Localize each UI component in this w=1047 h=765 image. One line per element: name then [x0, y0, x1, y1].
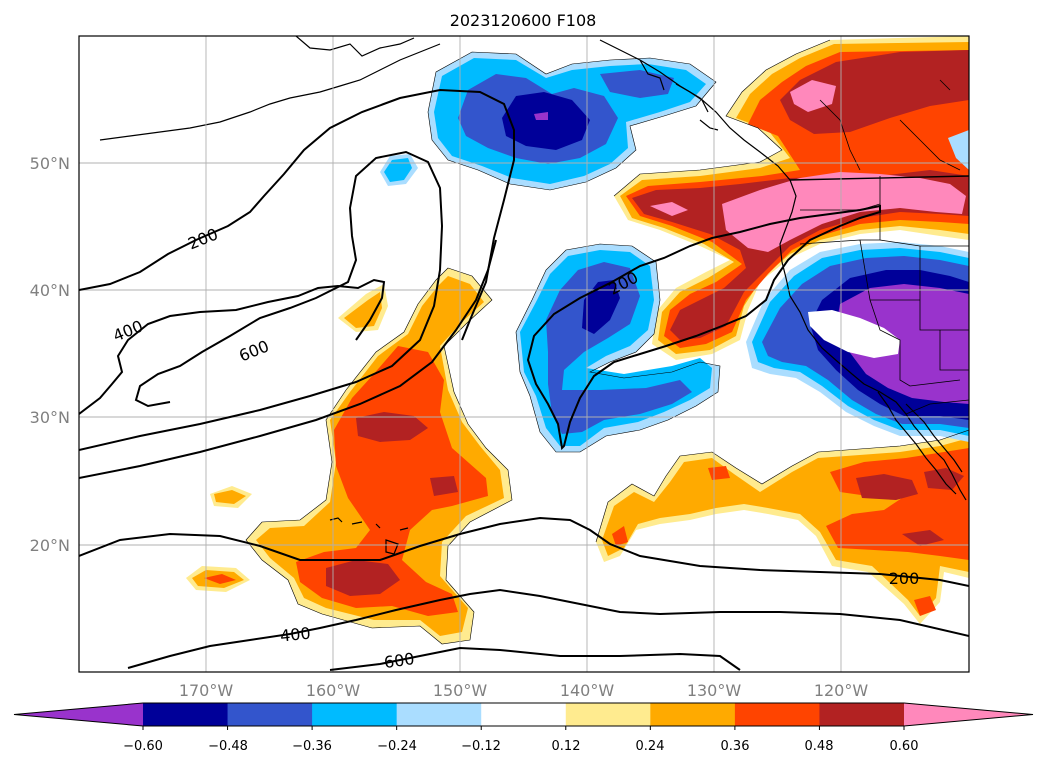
lat-tick: 40°N	[30, 281, 70, 300]
colorbar-tick: 0.48	[805, 739, 834, 754]
lon-tick: 150°W	[433, 681, 488, 700]
colorbar-swatch	[734, 703, 820, 726]
contour-600-outer	[79, 239, 497, 479]
contour-400	[79, 278, 386, 415]
positive-anomaly-shading	[186, 36, 969, 644]
aleutian-islands	[99, 43, 441, 141]
colorbar-extend-max	[904, 703, 1033, 726]
colorbar-swatch	[565, 703, 651, 726]
colorbar-swatch	[819, 703, 905, 726]
colorbar-tick: 0.36	[721, 739, 750, 754]
lon-tick: 160°W	[306, 681, 361, 700]
gulf-alaska-negative-core	[502, 92, 590, 150]
colorbar-swatch	[227, 703, 313, 726]
us-canada-border	[789, 175, 969, 181]
lon-tick: 120°W	[814, 681, 869, 700]
contour-label-600-south: 600	[383, 649, 416, 672]
contour-labels: 200 400 600 200 400 600 200	[110, 224, 919, 672]
lat-tick: 50°N	[30, 154, 70, 173]
colorbar-swatch	[143, 703, 229, 726]
contour-200-central	[526, 204, 881, 451]
colorbar-swatch	[481, 703, 567, 726]
colorbar-tick: 0.24	[636, 739, 665, 754]
longitude-ticks: 170°W 160°W 150°W 140°W 130°W 120°W	[179, 681, 869, 700]
colorbar-tick: −0.24	[377, 739, 417, 754]
map-panel: 200 400 600 200 400 600 200	[79, 36, 969, 672]
colorbar-tick: 0.12	[552, 739, 581, 754]
colorbar-extend-min	[14, 703, 143, 726]
central-pacific-positive-core-3	[430, 476, 458, 496]
latitude-ticks: 50°N 40°N 30°N 20°N	[30, 154, 70, 555]
contour-600-south	[329, 646, 741, 671]
colorbar-tick: −0.12	[461, 739, 501, 754]
lat-tick: 20°N	[30, 536, 70, 555]
central-pacific-positive-core-1	[356, 412, 428, 442]
contour-600-upper	[79, 150, 444, 451]
central-negative-high	[546, 262, 692, 434]
lon-tick: 130°W	[687, 681, 742, 700]
central-pacific-positive-high	[296, 346, 488, 616]
lon-tick: 140°W	[560, 681, 615, 700]
colorbar-tick: −0.60	[123, 739, 163, 754]
map-title: 2023120600 F108	[450, 11, 597, 30]
northeast-positive-core	[632, 170, 969, 340]
height-contours	[79, 88, 969, 671]
central-pacific-positive-core-2	[326, 560, 400, 596]
contour-label-400-south: 400	[279, 623, 311, 645]
colorbar-tick: −0.48	[208, 739, 248, 754]
colorbar: −0.60 −0.48 −0.36 −0.24 −0.12 0.12 0.24 …	[13, 702, 1034, 754]
contour-label-200-south: 200	[889, 569, 920, 588]
shading-outlines	[245, 39, 969, 645]
colorbar-swatches	[13, 702, 1034, 730]
alaska-coast	[295, 36, 791, 181]
west-us-negative-extreme	[836, 284, 969, 404]
lon-tick: 170°W	[179, 681, 234, 700]
contour-400-south	[127, 588, 969, 669]
hawaii-islands	[329, 517, 409, 555]
west-coast	[779, 179, 967, 501]
baja-california	[877, 391, 963, 495]
colorbar-swatch	[312, 703, 398, 726]
lat-tick: 30°N	[30, 408, 70, 427]
map-frame	[78, 35, 970, 673]
colorbar-tick: 0.60	[890, 739, 919, 754]
colorbar-swatch	[650, 703, 736, 726]
colorbar-ticks: −0.60 −0.48 −0.36 −0.24 −0.12 0.12 0.24 …	[123, 739, 918, 754]
contour-200-south	[79, 516, 969, 587]
colorbar-swatch	[396, 703, 482, 726]
colorbar-tick: −0.36	[292, 739, 332, 754]
contour-200-north	[79, 88, 515, 341]
central-negative-core	[582, 280, 620, 334]
